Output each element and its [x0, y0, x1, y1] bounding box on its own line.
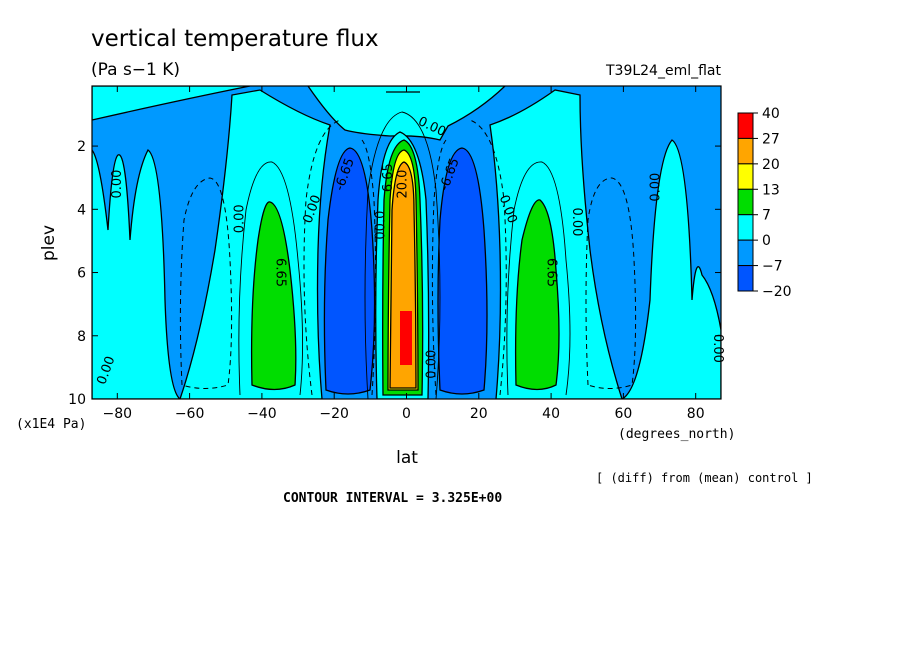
x-tick-label: −60 [175, 406, 205, 422]
comparison-note: [ (diff) from (mean) control ] [596, 471, 813, 485]
y-axis-title: plev [39, 225, 59, 261]
run-label: T39L24_eml_flat [605, 63, 722, 79]
contour-line-thin-west [238, 161, 304, 396]
contour-interval-text: CONTOUR INTERVAL = 3.325E+00 [283, 491, 502, 506]
contour-fill-blue-west [323, 147, 376, 395]
colorbar-swatch [737, 163, 754, 190]
colorbar-label: 13 [762, 182, 780, 198]
x-tick-label: 0 [402, 406, 411, 422]
colorbar-swatch [737, 214, 754, 241]
contour-line-thin-east [506, 161, 571, 396]
colorbar-swatch [737, 239, 754, 267]
y-tick-label: 10 [68, 392, 86, 408]
colorbar-label: −7 [762, 259, 783, 275]
y-tick-label: 8 [77, 329, 86, 345]
colorbar-swatch [737, 265, 754, 292]
contour-line-dashed-west-outer [303, 119, 341, 396]
contour-label: 00.0 [374, 211, 389, 240]
x-axis-ticks: −80 −60 −40 −20 0 20 40 60 80 [103, 86, 705, 422]
contour-fill-green-east [514, 199, 560, 391]
y-tick-label: 2 [77, 139, 86, 155]
contour-label: 0.00 [648, 173, 663, 202]
contour-label: 0.00 [569, 207, 584, 236]
x-tick-label: 80 [687, 406, 705, 422]
colorbar-swatch [737, 112, 754, 139]
contour-fill-cyan-south-right [621, 139, 721, 399]
x-tick-label: 40 [542, 406, 560, 422]
contour-line-dashed-west-inner [361, 139, 377, 396]
contour-label: 6.65 [381, 163, 396, 192]
colorbar-label: 20 [762, 157, 780, 173]
contour-fill-center-red [400, 311, 412, 365]
y-tick-label: 4 [77, 202, 86, 218]
colorbar-label: −20 [762, 284, 792, 300]
contour-label: 0.00 [110, 170, 125, 199]
contour-fill-cyan-north-cap [92, 86, 251, 121]
chart-units: (Pa s−1 K) [91, 60, 180, 80]
contour-label: 6.65 [544, 258, 559, 287]
colorbar-swatch [737, 137, 754, 165]
colorbar-label: 0 [762, 233, 771, 249]
contour-line-dashed-east-outer [469, 119, 507, 396]
contour-line-thin-center [364, 111, 441, 399]
y-axis-ticks: 2 4 6 8 10 [68, 139, 721, 408]
x-tick-label: −20 [319, 406, 349, 422]
contour-line-dashed-east-inner [431, 139, 447, 396]
contour-fill-blue-east [437, 147, 488, 395]
x-tick-label: −80 [103, 406, 133, 422]
colorbar-label: 7 [762, 208, 771, 224]
contour-fill-cyan-south-left [92, 148, 182, 399]
contour-label: 0.00 [424, 350, 439, 379]
x-tick-label: 20 [470, 406, 488, 422]
x-tick-label: 60 [614, 406, 632, 422]
contour-fill-green-west [250, 201, 297, 391]
y-tick-label: 6 [77, 266, 86, 282]
colorbar-swatch [737, 188, 754, 216]
chart-title: vertical temperature flux [91, 26, 379, 52]
contour-label: 20.0 [395, 170, 410, 199]
contour-label: 0.00 [710, 334, 725, 363]
x-axis-units: (degrees_north) [618, 427, 735, 442]
contour-line-dashed-far-west [179, 177, 233, 389]
x-tick-label: −40 [247, 406, 277, 422]
colorbar-label: 27 [762, 131, 780, 147]
contour-label: 0.00 [233, 204, 248, 233]
contour-label: 6.65 [272, 258, 287, 287]
y-axis-units: (x1E4 Pa) [16, 417, 86, 432]
colorbar: 40 27 20 13 7 0 −7 −20 [737, 106, 792, 300]
contour-line-dashed-far-east [585, 177, 637, 389]
x-axis-title: lat [396, 448, 418, 468]
colorbar-label: 40 [762, 106, 780, 122]
